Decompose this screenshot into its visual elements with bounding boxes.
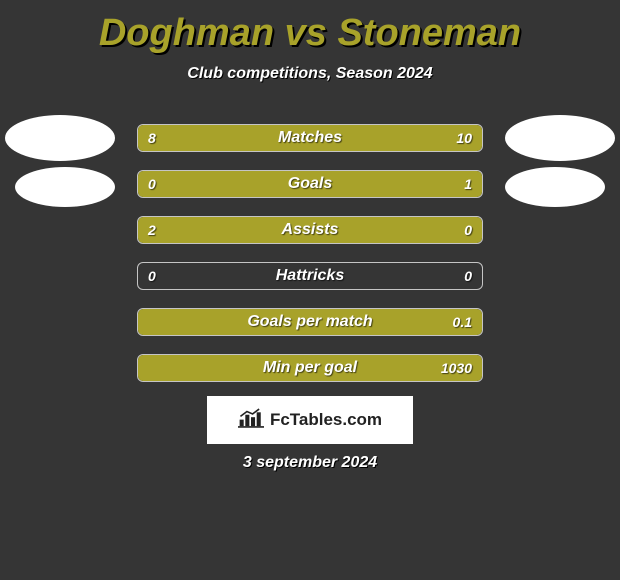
stat-value-left: 8 (138, 125, 166, 151)
stat-label: Hattricks (138, 263, 482, 289)
stat-label: Goals (138, 171, 482, 197)
date-label: 3 september 2024 (0, 454, 620, 472)
player-right-avatar-shadow (505, 167, 605, 207)
page-subtitle: Club competitions, Season 2024 (0, 65, 620, 83)
stat-row: Goals0 1 (137, 170, 483, 198)
stat-row: Goals per match0.1 (137, 308, 483, 336)
branding-text: FcTables.com (270, 410, 382, 430)
stat-value-right: 1030 (431, 355, 482, 381)
stat-value-right: 0 (454, 217, 482, 243)
stat-value-left: 0 (138, 263, 166, 289)
stat-row: Assists2 0 (137, 216, 483, 244)
stat-label: Goals per match (138, 309, 482, 335)
stat-value-right: 10 (446, 125, 482, 151)
stat-row: Min per goal1030 (137, 354, 483, 382)
stat-row: Hattricks0 0 (137, 262, 483, 290)
player-right-avatar (505, 115, 615, 161)
stat-label: Matches (138, 125, 482, 151)
page-title: Doghman vs Stoneman (0, 0, 620, 55)
stat-value-left: 2 (138, 217, 166, 243)
player-left-avatar (5, 115, 115, 161)
stat-value-right: 0 (454, 263, 482, 289)
comparison-chart: Matches810Goals01Assists20Hattricks00Goa… (137, 124, 483, 400)
branding-badge: FcTables.com (207, 396, 413, 444)
stat-label: Assists (138, 217, 482, 243)
stat-value-left: 0 (138, 171, 166, 197)
player-left-avatar-shadow (15, 167, 115, 207)
stat-value-right: 0.1 (443, 309, 482, 335)
stat-row: Matches8 10 (137, 124, 483, 152)
stat-value-right: 1 (454, 171, 482, 197)
chart-icon (238, 407, 264, 434)
